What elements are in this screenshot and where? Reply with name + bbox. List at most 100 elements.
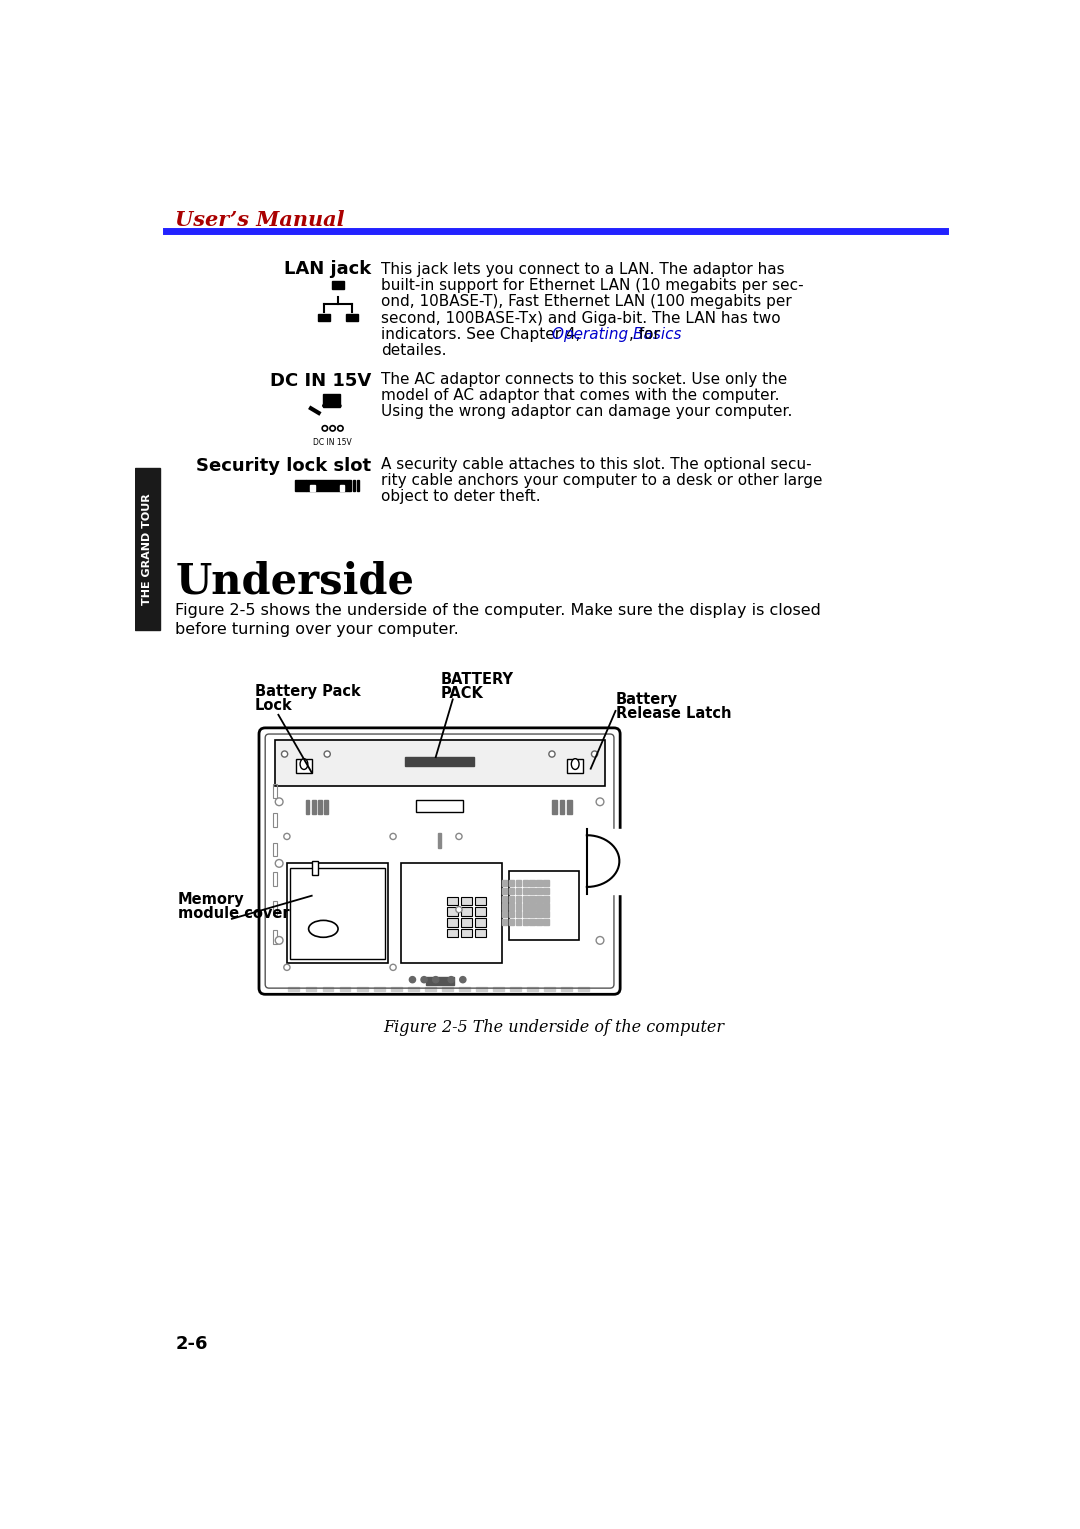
Bar — [408, 986, 419, 991]
Text: ond, 10BASE-T), Fast Ethernet LAN (100 megabits per: ond, 10BASE-T), Fast Ethernet LAN (100 m… — [381, 295, 793, 309]
Bar — [405, 757, 474, 766]
Text: module cover: module cover — [177, 905, 289, 920]
Bar — [318, 313, 330, 321]
Bar — [529, 919, 535, 925]
Bar — [475, 907, 486, 916]
Bar — [475, 917, 486, 927]
Bar — [529, 911, 535, 917]
Bar — [447, 896, 458, 905]
Circle shape — [275, 798, 283, 806]
Bar — [537, 911, 542, 917]
Circle shape — [549, 751, 555, 757]
Circle shape — [324, 751, 330, 757]
Bar — [475, 896, 486, 905]
Text: Operating Basics: Operating Basics — [552, 327, 681, 341]
Circle shape — [433, 977, 438, 983]
Bar — [510, 986, 521, 991]
Bar — [291, 868, 384, 959]
Bar — [356, 986, 367, 991]
Bar — [543, 919, 549, 925]
Text: Battery Pack: Battery Pack — [255, 683, 361, 699]
Text: built-in support for Ethernet LAN (10 megabits per sec-: built-in support for Ethernet LAN (10 me… — [381, 278, 805, 294]
Circle shape — [456, 907, 462, 913]
Text: indicators. See Chapter 4,: indicators. See Chapter 4, — [381, 327, 585, 341]
Circle shape — [592, 751, 597, 757]
Bar — [287, 864, 388, 963]
Bar — [509, 919, 514, 925]
Circle shape — [596, 937, 604, 945]
Bar — [426, 977, 454, 985]
Bar — [543, 881, 549, 887]
Bar — [273, 813, 276, 827]
Bar — [523, 896, 528, 902]
Bar — [523, 919, 528, 925]
Bar — [306, 800, 309, 813]
Ellipse shape — [571, 758, 579, 769]
Bar — [339, 485, 345, 491]
Bar — [515, 911, 521, 917]
Bar — [494, 986, 504, 991]
Circle shape — [275, 859, 283, 867]
Bar — [527, 986, 538, 991]
Bar — [523, 881, 528, 887]
Text: This jack lets you connect to a LAN. The adaptor has: This jack lets you connect to a LAN. The… — [381, 261, 785, 277]
Text: DC IN 15V: DC IN 15V — [270, 372, 372, 390]
Text: Using the wrong adaptor can damage your computer.: Using the wrong adaptor can damage your … — [381, 405, 793, 419]
Bar — [323, 394, 340, 407]
FancyBboxPatch shape — [259, 728, 620, 994]
Bar — [515, 896, 521, 902]
Circle shape — [460, 977, 465, 983]
Bar — [356, 480, 359, 491]
Bar — [562, 986, 572, 991]
Text: DC IN 15V: DC IN 15V — [313, 437, 352, 446]
Circle shape — [275, 937, 283, 945]
Bar — [459, 986, 470, 991]
Bar — [544, 986, 555, 991]
Circle shape — [284, 833, 291, 839]
Bar — [438, 833, 441, 849]
Bar — [559, 800, 565, 813]
Circle shape — [456, 833, 462, 839]
Bar — [461, 896, 472, 905]
Bar — [273, 901, 276, 914]
Bar — [537, 904, 542, 910]
Text: model of AC adaptor that comes with the computer.: model of AC adaptor that comes with the … — [381, 388, 780, 404]
Text: Release Latch: Release Latch — [616, 705, 731, 720]
Circle shape — [282, 751, 287, 757]
Text: Figure 2-5 shows the underside of the computer. Make sure the display is closed: Figure 2-5 shows the underside of the co… — [175, 602, 821, 618]
Bar — [447, 917, 458, 927]
Ellipse shape — [300, 758, 308, 769]
Text: User’s Manual: User’s Manual — [175, 211, 345, 231]
Bar — [552, 800, 556, 813]
Bar — [346, 313, 359, 321]
Bar — [543, 904, 549, 910]
Bar — [523, 904, 528, 910]
Bar — [501, 904, 507, 910]
Bar — [509, 881, 514, 887]
Bar — [273, 872, 276, 885]
Bar — [529, 881, 535, 887]
Bar — [543, 911, 549, 917]
Bar — [543, 896, 549, 902]
Bar — [501, 881, 507, 887]
Bar — [501, 919, 507, 925]
Bar — [324, 800, 328, 813]
Bar — [306, 986, 316, 991]
Text: 2-6: 2-6 — [175, 1335, 207, 1353]
Bar — [543, 888, 549, 894]
Circle shape — [390, 833, 396, 839]
Bar — [515, 904, 521, 910]
Ellipse shape — [309, 920, 338, 937]
Bar — [296, 758, 312, 772]
Bar — [537, 888, 542, 894]
Bar — [461, 917, 472, 927]
Circle shape — [596, 798, 604, 806]
Circle shape — [284, 965, 291, 971]
Bar — [501, 911, 507, 917]
Text: rity cable anchors your computer to a desk or other large: rity cable anchors your computer to a de… — [381, 472, 823, 488]
Bar — [501, 896, 507, 902]
Circle shape — [421, 977, 428, 983]
Bar — [306, 480, 349, 491]
Text: The AC adaptor connects to this socket. Use only the: The AC adaptor connects to this socket. … — [381, 372, 787, 387]
Bar — [273, 930, 276, 945]
